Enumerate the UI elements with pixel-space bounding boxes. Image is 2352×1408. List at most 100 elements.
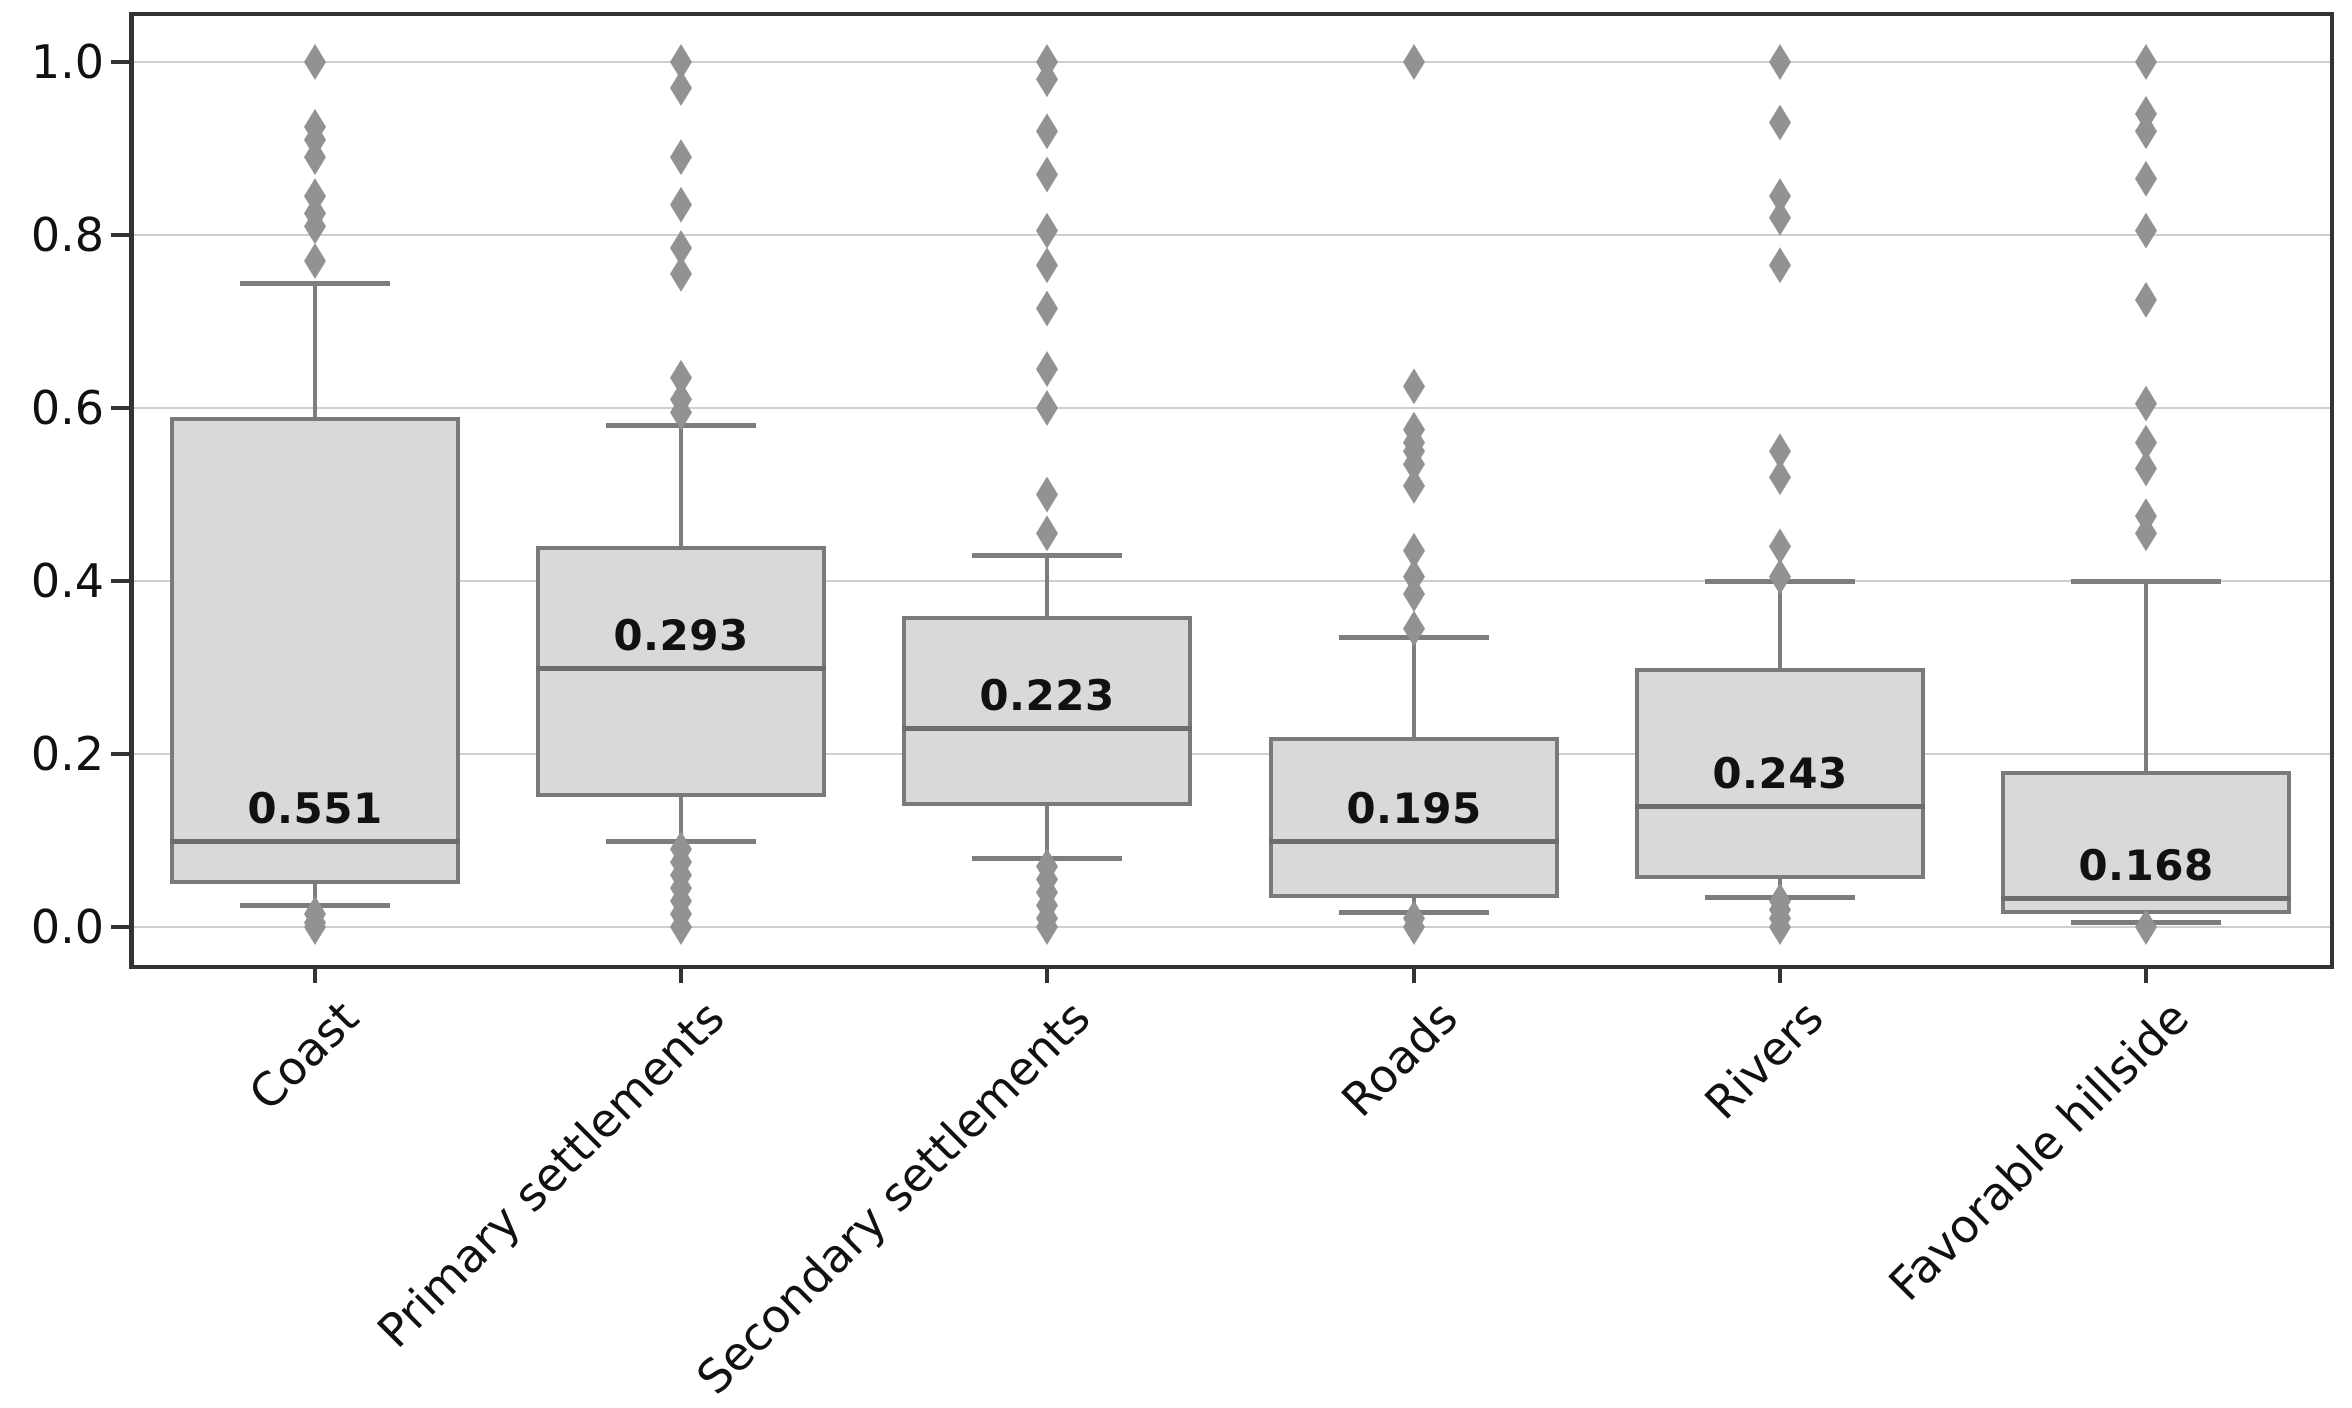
outlier-point bbox=[670, 394, 692, 431]
x-axis-tick bbox=[313, 967, 317, 983]
outlier-point bbox=[304, 208, 326, 245]
median-line bbox=[902, 726, 1192, 732]
box-group-secondary-settlements: 0.223 bbox=[134, 14, 2332, 967]
upper-whisker-line bbox=[679, 425, 683, 547]
outlier-point bbox=[1769, 247, 1791, 284]
outlier-point bbox=[670, 44, 692, 80]
y-gridline bbox=[134, 580, 2332, 582]
y-axis-tick bbox=[111, 233, 129, 237]
outlier-point bbox=[1036, 476, 1058, 513]
outlier-point bbox=[1036, 909, 1058, 945]
box-group-primary-settlements: 0.293 bbox=[134, 14, 2332, 967]
outlier-point bbox=[2135, 385, 2157, 422]
y-axis-tick bbox=[111, 406, 129, 410]
mean-value-label: 0.168 bbox=[2078, 841, 2214, 891]
outlier-point bbox=[1403, 575, 1425, 612]
outlier-point bbox=[1403, 44, 1425, 80]
plot-area: 0.551 0.293 0.223 0.195 0.243 0.168 bbox=[134, 14, 2332, 967]
outlier-point bbox=[1036, 515, 1058, 552]
outlier-point bbox=[670, 909, 692, 945]
box-group-coast: 0.551 bbox=[134, 14, 2332, 967]
outlier-point bbox=[304, 139, 326, 176]
outlier-point bbox=[1769, 178, 1791, 215]
outlier-point bbox=[1036, 290, 1058, 327]
upper-whisker-cap bbox=[972, 553, 1122, 559]
outlier-point bbox=[670, 359, 692, 396]
median-line bbox=[1269, 838, 1559, 844]
outlier-point bbox=[2135, 212, 2157, 249]
outlier-point bbox=[1769, 528, 1791, 565]
outlier-point bbox=[2135, 281, 2157, 318]
y-axis-tick bbox=[111, 752, 129, 756]
outlier-point bbox=[1403, 446, 1425, 483]
outlier-point bbox=[1769, 558, 1791, 595]
outlier-point bbox=[2135, 909, 2157, 945]
outlier-point bbox=[1769, 459, 1791, 496]
mean-value-label: 0.243 bbox=[1712, 748, 1848, 798]
outlier-point bbox=[1036, 351, 1058, 388]
bottom-spine bbox=[129, 965, 2334, 969]
y-axis-tick bbox=[111, 925, 129, 929]
outlier-point bbox=[1403, 368, 1425, 405]
x-axis-tick bbox=[1412, 967, 1416, 983]
y-gridline bbox=[134, 61, 2332, 63]
x-tick-label: Secondary settlements bbox=[686, 990, 1101, 1405]
median-line bbox=[170, 838, 460, 844]
outlier-point bbox=[1769, 44, 1791, 80]
iqr-box bbox=[1635, 667, 1925, 880]
upper-whisker-line bbox=[1412, 637, 1416, 737]
outlier-point bbox=[2135, 160, 2157, 197]
box-group-favorable-hillside: 0.168 bbox=[134, 14, 2332, 967]
outlier-point bbox=[2135, 515, 2157, 552]
upper-whisker-line bbox=[2144, 581, 2148, 772]
outlier-point bbox=[2135, 450, 2157, 487]
x-tick-label: Rivers bbox=[1694, 990, 1834, 1130]
outlier-point bbox=[670, 69, 692, 106]
outlier-point bbox=[1769, 199, 1791, 236]
right-spine bbox=[2330, 12, 2334, 969]
outlier-point bbox=[1036, 61, 1058, 98]
lower-whisker-line bbox=[313, 883, 317, 906]
outlier-point bbox=[1036, 247, 1058, 284]
outlier-point bbox=[1403, 532, 1425, 569]
x-tick-label: Roads bbox=[1330, 990, 1468, 1128]
outlier-point bbox=[2135, 44, 2157, 80]
y-gridline bbox=[134, 234, 2332, 236]
y-tick-label: 0.6 bbox=[30, 381, 104, 435]
iqr-box bbox=[902, 615, 1192, 806]
outlier-point bbox=[1036, 113, 1058, 150]
mean-value-label: 0.293 bbox=[613, 610, 749, 660]
outlier-point bbox=[1769, 104, 1791, 141]
box-group-roads: 0.195 bbox=[134, 14, 2332, 967]
upper-whisker-cap bbox=[240, 280, 390, 286]
iqr-box bbox=[1269, 736, 1559, 899]
outlier-point bbox=[1036, 156, 1058, 193]
outlier-point bbox=[1769, 433, 1791, 470]
upper-whisker-cap bbox=[2071, 579, 2221, 584]
y-tick-label: 0.8 bbox=[30, 208, 104, 262]
outlier-point bbox=[1403, 909, 1425, 945]
outlier-point bbox=[1403, 610, 1425, 647]
iqr-box bbox=[536, 546, 826, 798]
outlier-point bbox=[304, 909, 326, 945]
top-spine bbox=[129, 12, 2334, 16]
outlier-point bbox=[670, 139, 692, 176]
outlier-point bbox=[2135, 113, 2157, 150]
y-axis-tick bbox=[111, 579, 129, 583]
outlier-point bbox=[1036, 390, 1058, 426]
y-tick-label: 0.2 bbox=[30, 727, 104, 781]
iqr-box bbox=[170, 416, 460, 884]
left-spine bbox=[129, 12, 134, 969]
lower-whisker-line bbox=[1045, 805, 1049, 858]
x-axis-tick bbox=[1778, 967, 1782, 983]
upper-whisker-line bbox=[1045, 555, 1049, 616]
box-group-rivers: 0.243 bbox=[134, 14, 2332, 967]
x-axis-tick bbox=[2144, 967, 2148, 983]
median-line bbox=[536, 665, 826, 671]
outlier-point bbox=[670, 186, 692, 223]
x-axis-tick bbox=[679, 967, 683, 983]
upper-whisker-line bbox=[313, 282, 317, 417]
y-tick-label: 0.0 bbox=[30, 900, 104, 954]
outlier-point bbox=[304, 242, 326, 279]
y-gridline bbox=[134, 753, 2332, 755]
